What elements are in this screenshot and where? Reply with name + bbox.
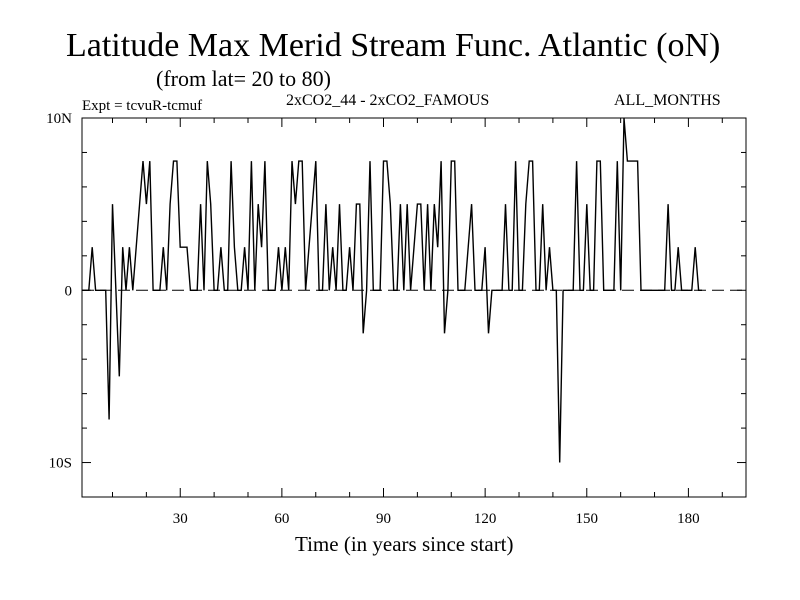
experiment-label: Expt = tcvuR-tcmuf [82,98,203,114]
x-tick-label: 120 [474,511,497,527]
chart-title: Latitude Max Merid Stream Func. Atlantic… [66,27,721,64]
y-tick-label: 10N [46,111,72,127]
x-tick-label: 150 [576,511,599,527]
x-tick-label: 60 [274,511,289,527]
y-tick-label: 0 [65,283,73,299]
comparison-label: 2xCO2_44 - 2xCO2_FAMOUS [286,92,490,109]
axis-tick-labels: 30 60 90 120 150 180 10N 0 10S [46,111,700,527]
y-tick-label: 10S [49,456,72,472]
axis-ticks [82,117,746,498]
chart-subtitle: (from lat= 20 to 80) [156,66,331,91]
x-tick-label: 90 [376,511,391,527]
period-label: ALL_MONTHS [614,92,721,109]
x-tick-label: 180 [677,511,700,527]
plot-frame [81,117,747,498]
x-tick-label: 30 [173,511,188,527]
series-line [82,117,702,463]
x-axis-label: Time (in years since start) [295,532,514,556]
